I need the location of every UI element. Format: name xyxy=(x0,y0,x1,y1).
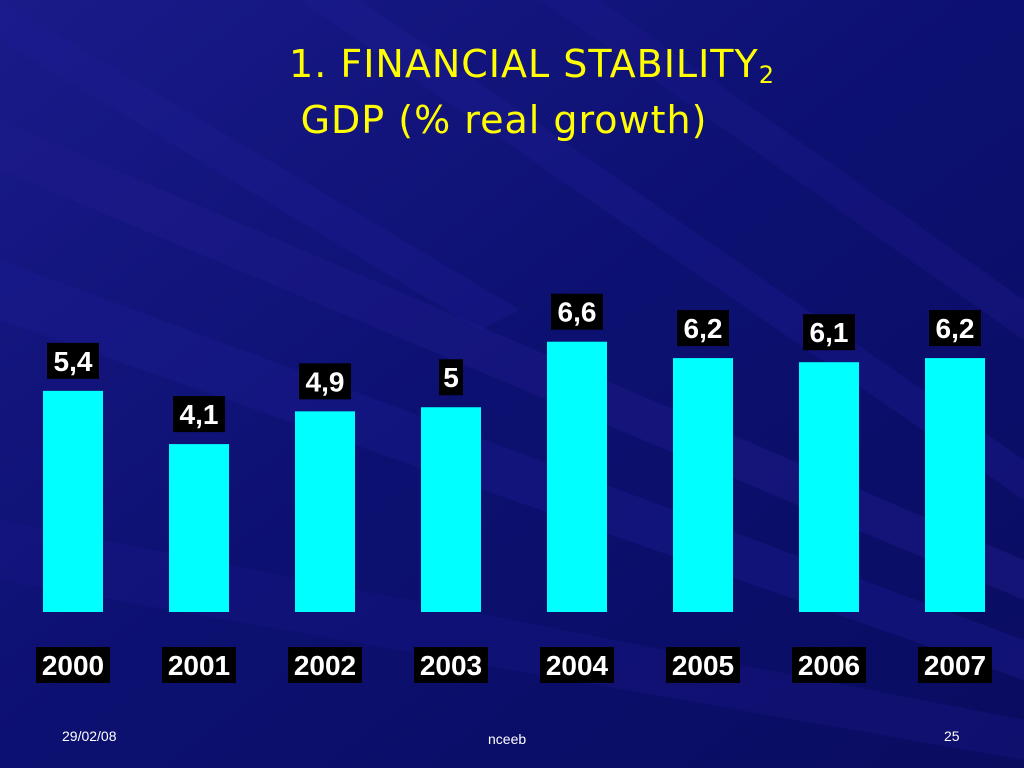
x-tick-bg-2007 xyxy=(918,647,992,683)
bar-2000 xyxy=(43,390,103,612)
bar-2004 xyxy=(547,341,607,612)
x-tick-label-2007: 2007 xyxy=(924,650,986,681)
data-label-2003: 5 xyxy=(443,362,459,393)
slide-title-text: 1. FINANCIAL STABILITY xyxy=(289,42,759,86)
x-tick-label-2006: 2006 xyxy=(798,650,860,681)
chart-title: GDP (% real growth) xyxy=(300,98,708,142)
x-tick-label-2003: 2003 xyxy=(420,650,482,681)
data-label-bg-2000 xyxy=(47,342,99,379)
bar-2003 xyxy=(421,407,481,612)
data-label-2005: 6,2 xyxy=(684,313,723,344)
x-tick-label-2002: 2002 xyxy=(294,650,356,681)
footer-center-text: nceeb xyxy=(488,731,527,747)
data-label-2006: 6,1 xyxy=(810,317,849,348)
x-tick-bg-2004 xyxy=(540,647,614,683)
data-label-2004: 6,6 xyxy=(558,297,597,328)
data-label-2007: 6,2 xyxy=(936,313,975,344)
footer-date: 29/02/08 xyxy=(62,728,117,744)
data-label-2000: 5,4 xyxy=(54,346,93,377)
x-tick-label-2000: 2000 xyxy=(42,650,104,681)
x-tick-bg-2006 xyxy=(792,647,866,683)
bar-2005 xyxy=(673,358,733,612)
bar-2006 xyxy=(799,362,859,612)
data-label-bg-2004 xyxy=(551,293,603,330)
x-tick-bg-2003 xyxy=(414,647,488,683)
x-tick-label-2005: 2005 xyxy=(672,650,734,681)
data-label-bg-2002 xyxy=(299,363,351,400)
bar-2007 xyxy=(925,358,985,612)
x-tick-label-2004: 2004 xyxy=(546,650,609,681)
x-tick-bg-2000 xyxy=(36,647,110,683)
data-label-bg-2006 xyxy=(803,314,855,351)
data-label-bg-2003 xyxy=(439,359,463,396)
data-label-bg-2005 xyxy=(677,310,729,347)
x-tick-bg-2005 xyxy=(666,647,740,683)
x-tick-label-2001: 2001 xyxy=(168,650,230,681)
x-tick-bg-2001 xyxy=(162,647,236,683)
data-label-bg-2001 xyxy=(173,396,225,433)
footer-page-number: 25 xyxy=(944,728,960,744)
slide-title-subscript: 2 xyxy=(758,61,775,89)
data-label-2002: 4,9 xyxy=(306,366,345,397)
x-tick-bg-2002 xyxy=(288,647,362,683)
bar-2002 xyxy=(295,411,355,612)
data-label-bg-2007 xyxy=(929,310,981,347)
bar-2001 xyxy=(169,444,229,612)
slide-title: 1. FINANCIAL STABILITY2 xyxy=(20,42,1024,89)
data-label-2001: 4,1 xyxy=(180,399,219,430)
